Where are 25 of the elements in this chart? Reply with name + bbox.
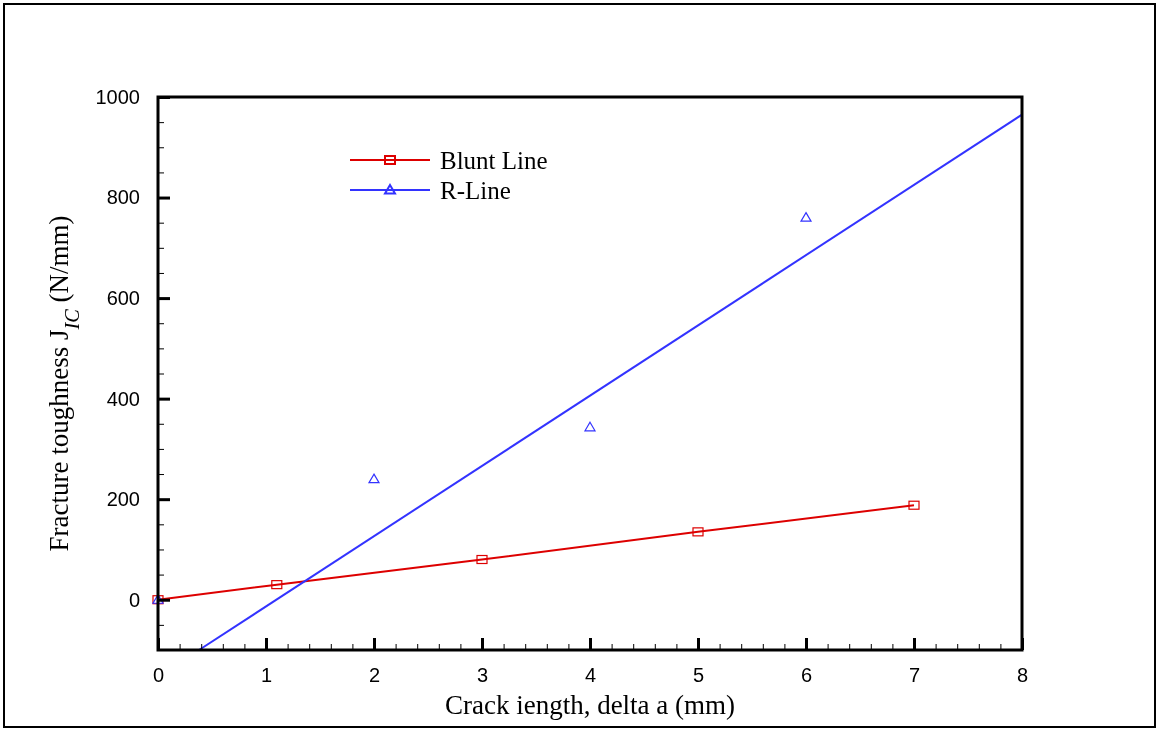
x-axis-title: Crack iength, delta a (mm) xyxy=(444,690,736,720)
x-tick-label: 1 xyxy=(260,664,273,687)
point xyxy=(908,500,920,510)
point xyxy=(692,527,704,537)
x-tick-label: 3 xyxy=(476,664,489,687)
point xyxy=(271,580,283,590)
point xyxy=(584,421,596,432)
y-tick-label: 600 xyxy=(106,286,140,309)
x-tick-label: 7 xyxy=(908,664,921,687)
y-tick-label: 1000 xyxy=(95,85,140,108)
x-tick-label: 8 xyxy=(1016,664,1029,687)
y-tick-label: 200 xyxy=(106,488,140,511)
point xyxy=(800,212,812,222)
x-tick-label: 0 xyxy=(152,664,165,687)
x-tick-label: 6 xyxy=(800,664,813,687)
x-tick-label: 5 xyxy=(692,664,705,687)
y-tick-label: 800 xyxy=(106,186,140,209)
point xyxy=(476,554,488,565)
point xyxy=(368,473,380,484)
legend-label: R-Line xyxy=(440,176,511,204)
x-tick-label: 4 xyxy=(584,664,597,687)
y-tick-label: 400 xyxy=(106,387,140,410)
legend-label: Blunt Line xyxy=(440,146,548,174)
x-tick-label: 2 xyxy=(368,664,381,687)
y-tick-label: 0 xyxy=(128,588,140,611)
